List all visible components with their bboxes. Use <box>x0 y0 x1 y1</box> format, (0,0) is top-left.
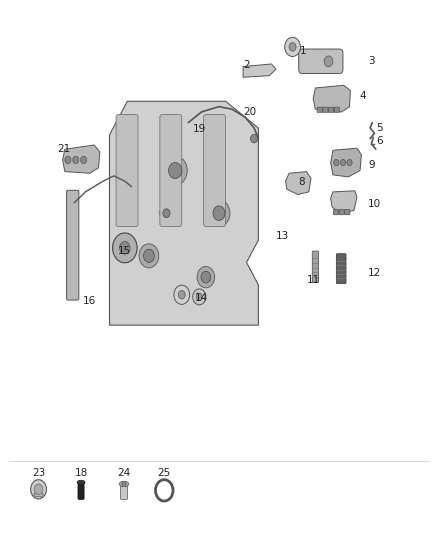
Text: 11: 11 <box>307 275 320 285</box>
Circle shape <box>174 285 190 304</box>
Ellipse shape <box>77 480 85 484</box>
Ellipse shape <box>201 271 211 283</box>
FancyBboxPatch shape <box>317 107 322 112</box>
Ellipse shape <box>163 209 170 217</box>
Text: 8: 8 <box>298 177 304 187</box>
Text: 23: 23 <box>32 469 45 478</box>
Circle shape <box>178 290 185 299</box>
Text: 6: 6 <box>377 136 383 146</box>
FancyBboxPatch shape <box>116 115 138 227</box>
Text: 25: 25 <box>158 469 171 478</box>
Polygon shape <box>243 64 276 77</box>
Ellipse shape <box>197 266 215 288</box>
Text: 1: 1 <box>300 46 307 55</box>
Circle shape <box>73 156 79 164</box>
Circle shape <box>196 293 202 301</box>
Ellipse shape <box>119 481 129 487</box>
Text: 12: 12 <box>368 268 381 278</box>
FancyBboxPatch shape <box>78 481 84 499</box>
Ellipse shape <box>208 200 230 227</box>
Circle shape <box>347 159 352 166</box>
Circle shape <box>193 289 206 305</box>
Text: 10: 10 <box>368 199 381 208</box>
FancyBboxPatch shape <box>345 209 350 215</box>
Polygon shape <box>331 148 361 177</box>
FancyBboxPatch shape <box>160 115 182 227</box>
FancyBboxPatch shape <box>336 254 346 284</box>
Text: 14: 14 <box>195 294 208 303</box>
Circle shape <box>81 156 87 164</box>
Circle shape <box>113 233 137 263</box>
Text: 24: 24 <box>117 469 130 478</box>
FancyBboxPatch shape <box>328 107 334 112</box>
FancyBboxPatch shape <box>339 209 344 215</box>
FancyBboxPatch shape <box>333 209 339 215</box>
Circle shape <box>334 159 339 166</box>
Circle shape <box>34 484 43 495</box>
FancyBboxPatch shape <box>334 107 339 112</box>
Polygon shape <box>63 145 100 173</box>
FancyBboxPatch shape <box>67 190 79 300</box>
Text: 18: 18 <box>74 469 88 478</box>
Polygon shape <box>110 101 258 325</box>
FancyBboxPatch shape <box>312 251 318 282</box>
Text: 4: 4 <box>359 91 366 101</box>
Text: 16: 16 <box>83 296 96 306</box>
Polygon shape <box>313 85 350 112</box>
Ellipse shape <box>160 205 173 221</box>
Polygon shape <box>286 172 311 195</box>
Text: 2: 2 <box>243 60 250 70</box>
Text: 3: 3 <box>368 56 374 66</box>
Circle shape <box>65 156 71 164</box>
Circle shape <box>340 159 346 166</box>
FancyBboxPatch shape <box>120 482 127 499</box>
Circle shape <box>120 241 130 254</box>
Ellipse shape <box>139 244 159 268</box>
Ellipse shape <box>144 249 154 262</box>
Ellipse shape <box>213 206 225 221</box>
Text: 19: 19 <box>193 124 206 134</box>
Text: 15: 15 <box>117 246 131 255</box>
Ellipse shape <box>169 163 182 179</box>
Circle shape <box>251 134 258 143</box>
Circle shape <box>31 480 46 499</box>
Text: 5: 5 <box>377 123 383 133</box>
FancyBboxPatch shape <box>299 49 343 74</box>
Circle shape <box>285 37 300 56</box>
FancyBboxPatch shape <box>204 115 226 227</box>
Text: 13: 13 <box>276 231 289 240</box>
FancyBboxPatch shape <box>323 107 328 112</box>
Circle shape <box>324 56 333 67</box>
Ellipse shape <box>34 492 43 497</box>
Circle shape <box>122 481 126 487</box>
Polygon shape <box>331 191 357 213</box>
Text: 9: 9 <box>368 160 374 170</box>
Text: 20: 20 <box>243 107 256 117</box>
Circle shape <box>289 43 296 51</box>
Ellipse shape <box>163 156 187 185</box>
Text: 21: 21 <box>57 144 70 154</box>
